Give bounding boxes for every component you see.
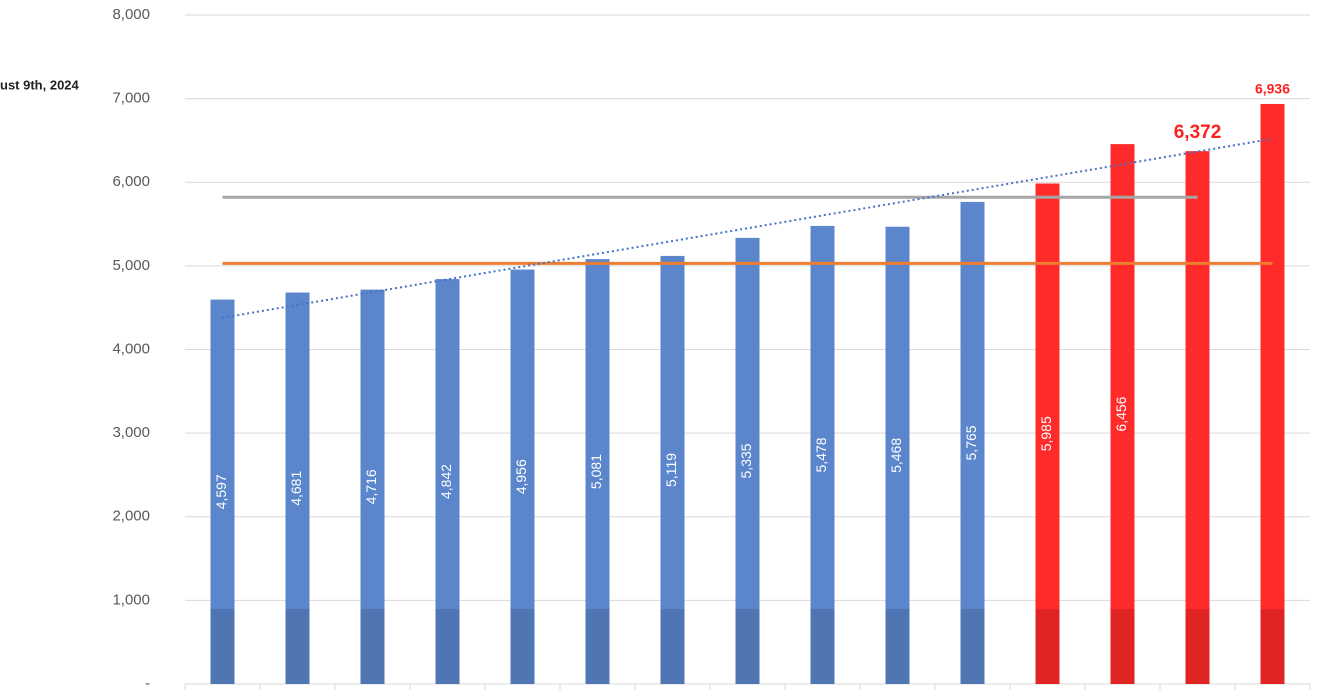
bar-base-shade bbox=[510, 609, 535, 684]
bar-base-shade bbox=[360, 609, 385, 684]
bar bbox=[435, 279, 460, 684]
bar-base-shade bbox=[285, 609, 310, 684]
bar-base-shade bbox=[810, 609, 835, 684]
bar bbox=[210, 299, 235, 684]
bar bbox=[810, 225, 835, 684]
data-label: 4,597 bbox=[213, 474, 229, 509]
bar-base-shade bbox=[960, 609, 985, 684]
bar bbox=[885, 226, 910, 684]
data-label: 5,765 bbox=[963, 425, 979, 460]
bar-base-shade bbox=[1185, 609, 1210, 684]
bar-base-shade bbox=[1110, 609, 1135, 684]
data-label: 4,956 bbox=[513, 459, 529, 494]
bar-base-shade bbox=[660, 609, 685, 684]
data-label: 4,842 bbox=[438, 464, 454, 499]
bar-base-shade bbox=[885, 609, 910, 684]
data-label: 4,716 bbox=[363, 469, 379, 504]
bar bbox=[585, 259, 610, 684]
y-tick-label: 7,000 bbox=[112, 90, 150, 107]
bar bbox=[1035, 183, 1060, 684]
bar bbox=[735, 237, 760, 684]
bar bbox=[1185, 151, 1210, 685]
y-tick-label: 1,000 bbox=[112, 591, 150, 608]
y-tick-label: - bbox=[145, 675, 150, 690]
data-label: 5,119 bbox=[663, 453, 679, 487]
bar-base-shade bbox=[1035, 609, 1060, 684]
bar bbox=[510, 269, 535, 684]
subtitle: ust 9th, 2024 bbox=[0, 77, 80, 92]
data-label: 4,681 bbox=[288, 471, 304, 506]
bar-base-shade bbox=[1260, 609, 1285, 684]
data-label: 5,081 bbox=[588, 454, 604, 489]
y-tick-label: 8,000 bbox=[112, 6, 150, 23]
bar bbox=[960, 201, 985, 685]
data-label: 6,456 bbox=[1113, 396, 1129, 431]
data-label: 5,468 bbox=[888, 438, 904, 473]
data-label: 5,335 bbox=[738, 443, 754, 478]
data-label: 6,936 bbox=[1255, 81, 1290, 97]
y-tick-label: 6,000 bbox=[112, 173, 150, 190]
bar bbox=[660, 255, 685, 684]
y-tick-label: 5,000 bbox=[112, 257, 150, 274]
bar-base-shade bbox=[585, 609, 610, 684]
bar bbox=[1260, 103, 1285, 685]
data-label: 6,372 bbox=[1174, 122, 1222, 143]
bar bbox=[285, 292, 310, 684]
data-label: 5,985 bbox=[1038, 416, 1054, 451]
y-tick-label: 3,000 bbox=[112, 424, 150, 441]
y-tick-label: 4,000 bbox=[112, 340, 150, 357]
bar-base-shade bbox=[435, 609, 460, 684]
y-tick-label: 2,000 bbox=[112, 508, 150, 525]
bar-base-shade bbox=[735, 609, 760, 684]
bar bbox=[1110, 144, 1135, 684]
bar bbox=[360, 289, 385, 684]
data-label: 5,478 bbox=[813, 437, 829, 472]
bar-base-shade bbox=[210, 609, 235, 684]
